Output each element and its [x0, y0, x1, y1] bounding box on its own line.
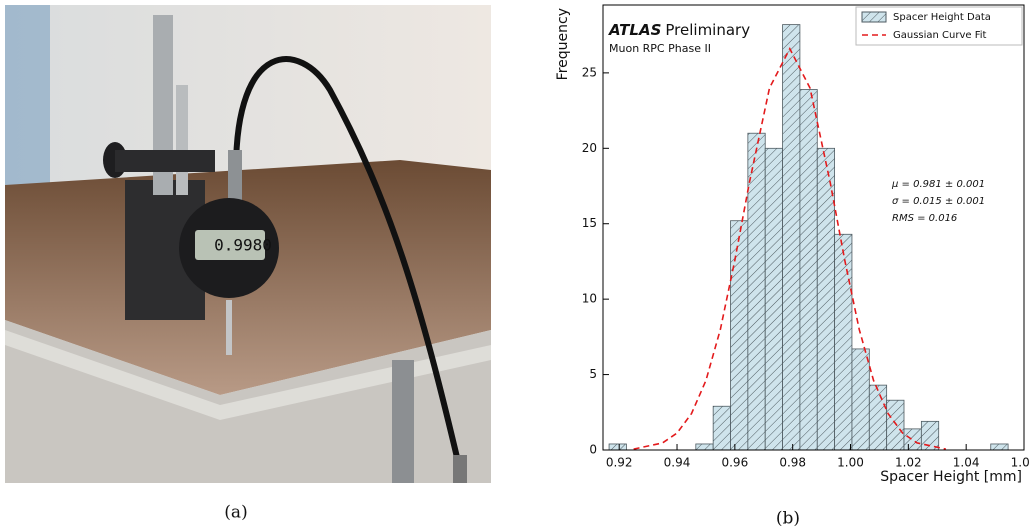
- annotation: μ = 0.981 ± 0.001: [891, 179, 985, 190]
- x-axis-label: Spacer Height [mm]: [880, 469, 1022, 485]
- bar: [799, 89, 818, 451]
- caption-b: (b): [776, 509, 800, 529]
- bar: [764, 147, 783, 451]
- chart: 0.92 0.94 0.96 0.98 1.00 1.02 1.04 1.06 0 5 10 15 20…: [555, 4, 1029, 485]
- legend-swatch: [861, 11, 887, 23]
- y-tick-label: 20: [582, 141, 597, 155]
- legend-label: Spacer Height Data: [893, 12, 991, 23]
- bar: [834, 233, 853, 451]
- annotation: σ = 0.015 ± 0.001: [892, 196, 985, 207]
- y-tick-label: 0: [589, 443, 597, 457]
- bar: [712, 405, 731, 451]
- x-tick-label: 1.00: [837, 456, 864, 470]
- legend-label: Gaussian Curve Fit: [893, 30, 987, 41]
- caption-a: (a): [224, 503, 247, 523]
- x-tick-label: 1.02: [895, 456, 922, 470]
- gauge-display: 0.9980: [214, 236, 272, 255]
- y-tick-label: 5: [589, 367, 597, 381]
- header: ATLAS Preliminary: [608, 21, 750, 39]
- photo: 0.9980: [5, 5, 491, 483]
- bar: [920, 420, 940, 451]
- x-tick-label: 1.04: [953, 456, 980, 470]
- y-tick-label: 25: [582, 65, 597, 79]
- bar: [730, 220, 749, 451]
- bar: [903, 428, 922, 451]
- annotation: RMS = 0.016: [892, 213, 957, 224]
- y-axis-label: Frequency: [555, 8, 571, 80]
- bar: [868, 384, 888, 451]
- bar: [782, 24, 801, 451]
- header-bold: ATLAS: [608, 21, 661, 39]
- y-tick-label: 10: [582, 292, 597, 306]
- fit-curve: [633, 46, 947, 450]
- bar: [851, 348, 870, 451]
- y-tick-label: 15: [582, 216, 597, 230]
- x-tick-label: 0.94: [664, 456, 691, 470]
- x-tick-label: 0.96: [721, 456, 748, 470]
- bar: [886, 399, 905, 451]
- x-tick-label: 0.98: [779, 456, 806, 470]
- x-tick-label: 1.06: [1011, 456, 1029, 470]
- x-tick-label: 0.92: [606, 456, 633, 470]
- header-suffix: Preliminary: [665, 21, 750, 39]
- bar: [695, 443, 714, 451]
- bar: [990, 443, 1009, 451]
- subtitle: Muon RPC Phase II: [609, 42, 711, 55]
- bar: [608, 443, 627, 451]
- plot-frame: [602, 4, 1025, 451]
